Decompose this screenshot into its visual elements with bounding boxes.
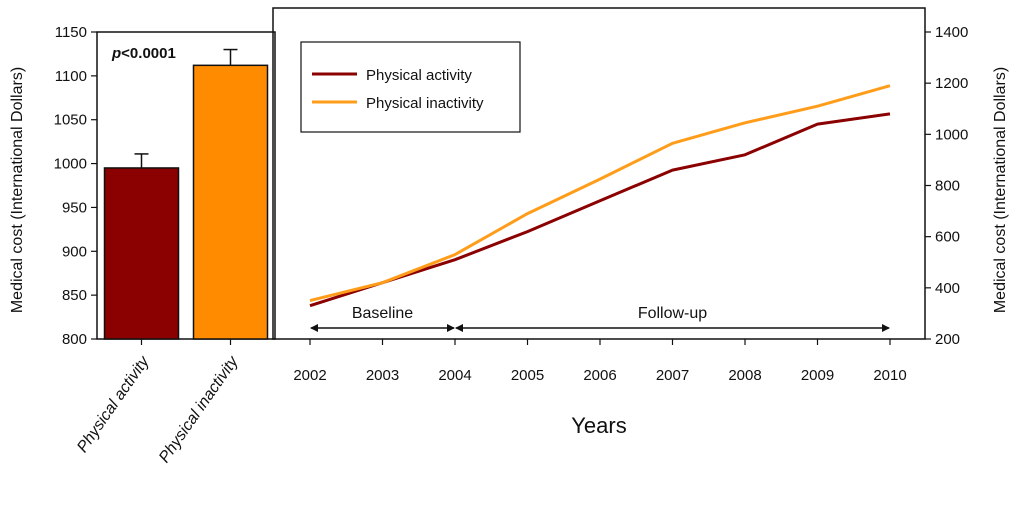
bar-y-tick-label: 850 <box>62 287 87 304</box>
p-value-annotation: p<0.0001 <box>111 45 176 62</box>
line-x-tick-label: 2004 <box>438 367 471 384</box>
bar-y-tick-label: 800 <box>62 331 87 348</box>
legend-box <box>300 41 521 133</box>
bar-x-labels: Physical activity Physical inactivity <box>74 339 242 466</box>
line-y-tick-label: 800 <box>935 178 960 195</box>
line-y-tick-label: 1000 <box>935 126 968 143</box>
line-x-tick-label: 2009 <box>801 367 834 384</box>
bar-y-tick-label: 1150 <box>55 24 87 41</box>
line-x-tick-label: 2008 <box>728 367 761 384</box>
bar-y-tick-label: 900 <box>62 243 87 260</box>
bar-y-tick-label: 1100 <box>55 68 87 85</box>
bar-physical-activity <box>103 167 180 340</box>
line-x-tick-label: 2007 <box>656 367 689 384</box>
bar-y-tick-label: 950 <box>62 199 87 216</box>
line-y-tick-label: 1200 <box>935 75 968 92</box>
bar-chart: 800 850 900 950 1000 1050 1100 1150 Physical ac… <box>9 24 276 466</box>
bar-y-tick-label: 1050 <box>54 112 87 129</box>
legend: Physical activity Physical inactivity <box>300 41 521 133</box>
line-x-tick-label: 2006 <box>583 367 616 384</box>
line-x-axis-title: Years <box>571 413 626 438</box>
bar-x-label-physical-activity: Physical activity <box>74 353 153 456</box>
line-y-tick-label: 400 <box>935 280 960 297</box>
line-y-tick-label: 200 <box>935 331 960 348</box>
bar-y-tick-label: 1000 <box>54 156 87 173</box>
line-y-tick-label: 600 <box>935 229 960 246</box>
line-y-tick-label: 1400 <box>935 24 968 41</box>
line-y-axis-label: Medical cost (International Dollars) <box>992 67 1009 313</box>
phase-annotations: Baseline Follow-up <box>310 305 890 332</box>
bar-y-axis-label: Medical cost (International Dollars) <box>9 67 26 313</box>
legend-label-physical-activity: Physical activity <box>366 67 472 84</box>
line-x-tick-label: 2010 <box>873 367 906 384</box>
line-chart-frame <box>272 7 926 340</box>
bar-series <box>103 64 269 340</box>
legend-label-physical-inactivity: Physical inactivity <box>366 95 484 112</box>
bar-physical-inactivity <box>192 64 269 340</box>
line-series <box>309 84 891 308</box>
bar-chart-frame <box>96 31 276 340</box>
bar-x-label-physical-inactivity: Physical inactivity <box>156 353 242 466</box>
phase-label-follow-up: Follow-up <box>638 305 707 322</box>
bar-y-axis: 800 850 900 950 1000 1050 1100 1150 <box>54 24 97 348</box>
line-x-tick-label: 2003 <box>366 367 399 384</box>
line-x-tick-label: 2002 <box>293 367 326 384</box>
bar-error-bars <box>134 48 238 168</box>
series-line-physical-activity <box>309 112 891 308</box>
line-x-axis: 2002 2003 2004 2005 2006 2007 2008 2009 2010 <box>293 339 907 384</box>
phase-label-baseline: Baseline <box>352 305 413 322</box>
line-x-tick-label: 2005 <box>511 367 544 384</box>
line-y-axis: 200 400 600 800 1000 1200 1400 <box>925 24 968 348</box>
